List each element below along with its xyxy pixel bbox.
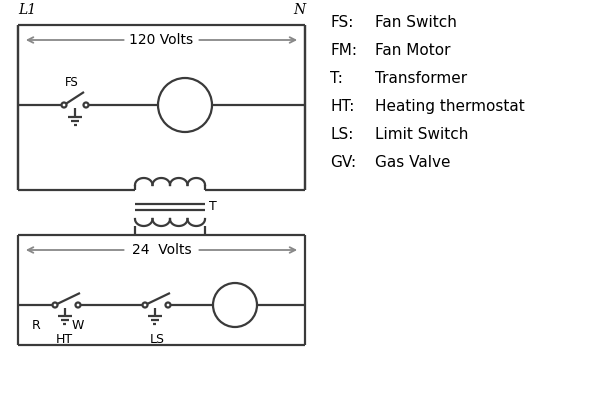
Circle shape: [166, 302, 171, 308]
Text: N: N: [293, 3, 305, 17]
Circle shape: [213, 283, 257, 327]
Text: 120 Volts: 120 Volts: [129, 33, 194, 47]
Text: T:: T:: [330, 71, 343, 86]
Text: 24  Volts: 24 Volts: [132, 243, 191, 257]
Circle shape: [158, 78, 212, 132]
Text: GV: GV: [226, 298, 244, 312]
Text: T: T: [209, 200, 217, 214]
Text: LS:: LS:: [330, 127, 353, 142]
Text: Gas Valve: Gas Valve: [375, 155, 451, 170]
Circle shape: [53, 302, 57, 308]
Text: Fan Motor: Fan Motor: [375, 43, 451, 58]
Circle shape: [143, 302, 148, 308]
Text: Heating thermostat: Heating thermostat: [375, 99, 525, 114]
Text: W: W: [72, 319, 84, 332]
Text: Transformer: Transformer: [375, 71, 467, 86]
Text: Limit Switch: Limit Switch: [375, 127, 468, 142]
Text: HT: HT: [56, 333, 73, 346]
Text: FM:: FM:: [330, 43, 357, 58]
Circle shape: [76, 302, 80, 308]
Text: FS:: FS:: [330, 15, 353, 30]
Text: LS: LS: [150, 333, 165, 346]
Text: L1: L1: [18, 3, 36, 17]
Text: FS: FS: [65, 76, 79, 89]
Text: Fan Switch: Fan Switch: [375, 15, 457, 30]
Circle shape: [61, 102, 67, 108]
Text: R: R: [32, 319, 40, 332]
Text: GV:: GV:: [330, 155, 356, 170]
Text: FM: FM: [176, 98, 194, 112]
Text: HT:: HT:: [330, 99, 355, 114]
Circle shape: [84, 102, 88, 108]
